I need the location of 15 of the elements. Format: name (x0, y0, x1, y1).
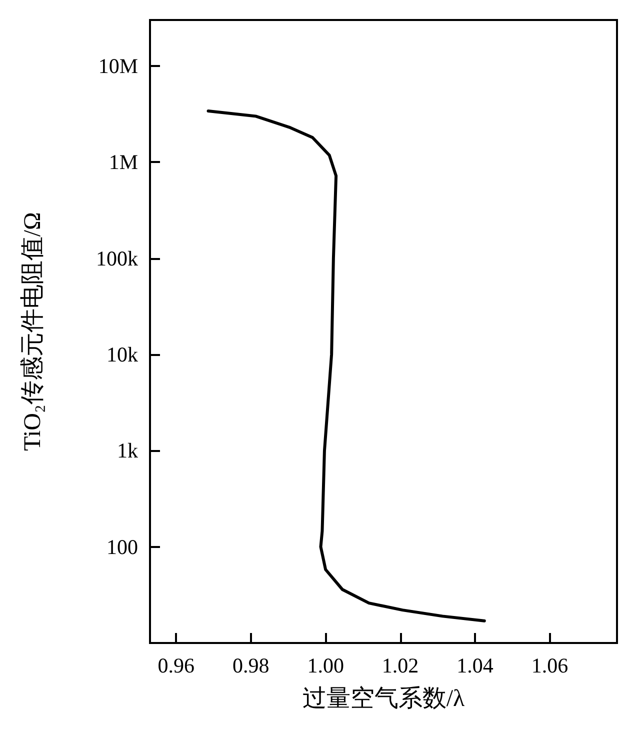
y-tick-label: 100 (106, 534, 138, 559)
y-axis-title: TiO₂传感元件电阻值/Ω (20, 212, 46, 451)
x-tick-label: 0.96 (158, 654, 195, 678)
x-tick-label: 1.06 (531, 654, 568, 678)
line-series (206, 109, 486, 622)
y-tick-label: 10M (98, 54, 138, 78)
x-tick-label: 1.00 (307, 654, 344, 678)
y-tick-label: 100k (96, 246, 138, 270)
x-axis-title: 过量空气系数/λ (302, 685, 466, 712)
y-tick-label: 10k (106, 342, 138, 366)
x-tick-label: 0.98 (232, 654, 270, 678)
y-tick-label: 1k (117, 438, 138, 463)
x-tick-label: 1.02 (382, 654, 419, 678)
y-tick-label: 1M (108, 150, 138, 174)
x-tick-label: 1.04 (456, 654, 494, 678)
